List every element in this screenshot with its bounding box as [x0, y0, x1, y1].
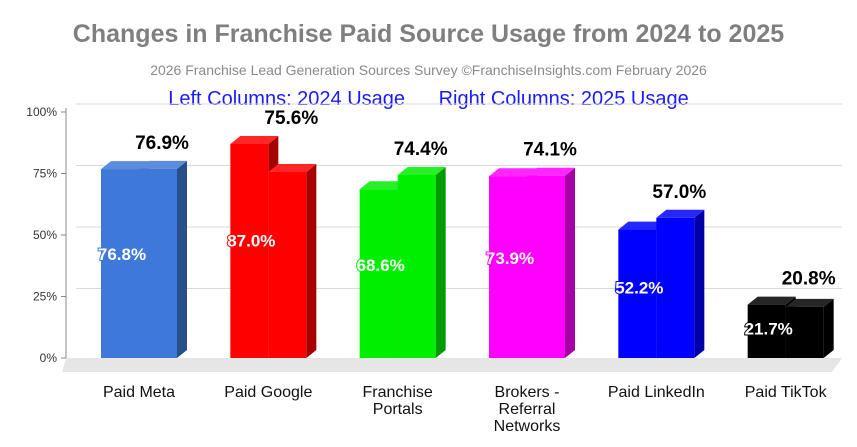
data-label-2025: 74.1% — [523, 140, 577, 161]
bar-2025 — [397, 166, 446, 358]
bar-2025 — [527, 167, 575, 358]
data-label-2024: 73.9% — [486, 249, 534, 268]
x-tick-label: Referral — [499, 401, 556, 418]
x-tick-label: Franchise — [363, 384, 433, 401]
chart-title: Changes in Franchise Paid Source Usage f… — [72, 20, 785, 48]
x-tick-label: Networks — [494, 418, 561, 435]
x-tick-label: Paid Meta — [103, 384, 175, 401]
x-tick-label: Paid LinkedIn — [608, 384, 705, 401]
y-tick-label: 50% — [33, 228, 57, 242]
data-label-2024: 68.6% — [357, 256, 405, 275]
y-tick-label: 75% — [33, 167, 57, 181]
x-tick-label: Portals — [373, 401, 423, 418]
data-label-2025: 57.0% — [652, 182, 706, 203]
data-label-2024: 52.2% — [615, 278, 663, 297]
data-label-2024: 21.7% — [745, 320, 793, 339]
x-tick-label: Paid Google — [224, 384, 312, 401]
data-label-2025: 76.9% — [135, 133, 189, 154]
y-tick-label: 0% — [40, 351, 58, 365]
data-label-2024: 87.0% — [227, 231, 275, 250]
data-label-2025: 20.8% — [782, 269, 836, 290]
chart-floor — [62, 358, 842, 372]
bar-2025 — [785, 298, 834, 358]
y-tick-label: 25% — [33, 290, 57, 304]
bar-2025 — [656, 209, 705, 358]
bar-2025 — [139, 160, 187, 358]
x-tick-label: Paid TikTok — [745, 384, 828, 401]
data-label-2024: 76.8% — [98, 245, 146, 264]
data-label-2025: 74.4% — [394, 139, 448, 160]
data-label-2025: 75.6% — [264, 108, 318, 129]
bar-2025 — [268, 164, 317, 358]
x-tick-label: Brokers - — [495, 384, 560, 401]
chart-subtitle: 2026 Franchise Lead Generation Sources S… — [150, 62, 707, 78]
y-tick-label: 100% — [26, 105, 57, 119]
